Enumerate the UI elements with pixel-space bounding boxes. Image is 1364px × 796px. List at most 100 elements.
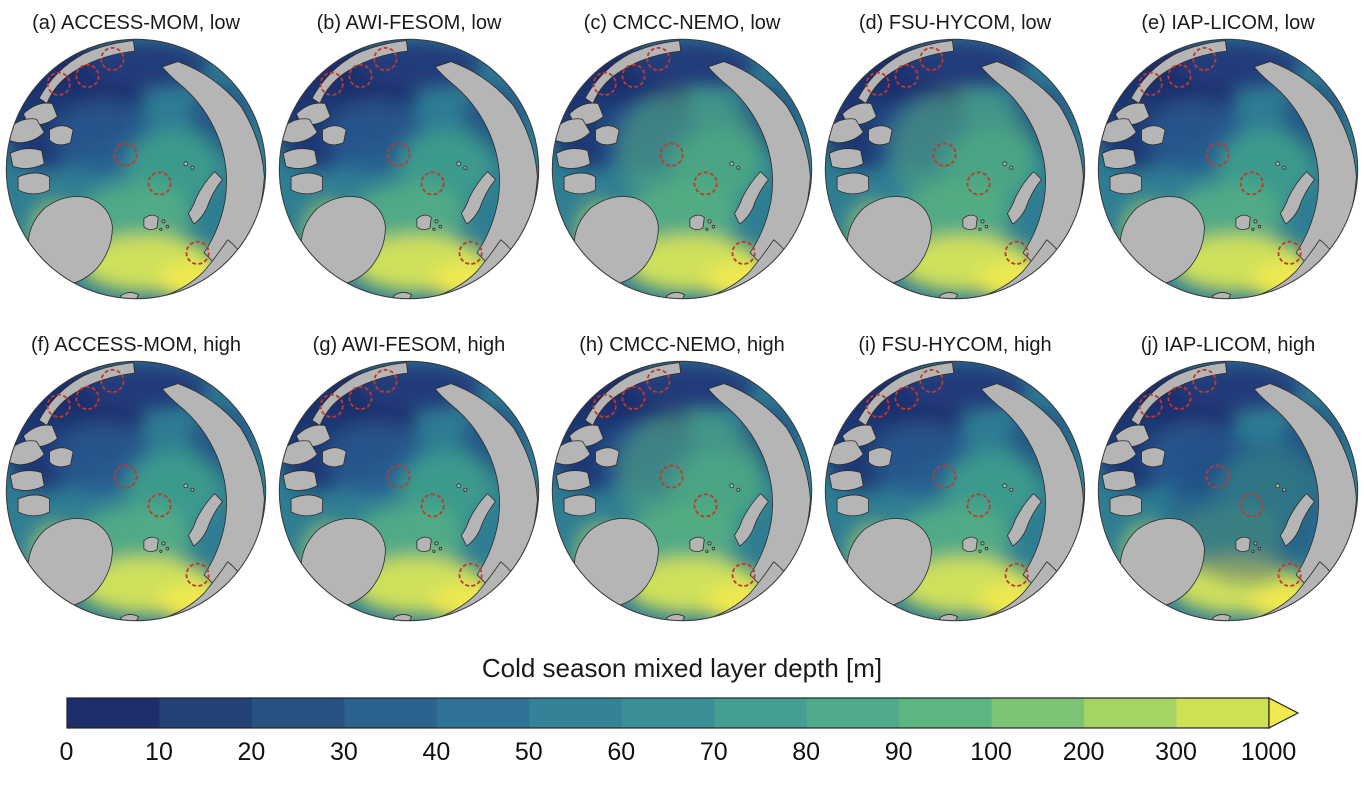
site-marker [1239, 171, 1264, 196]
colorbar-segment [713, 698, 807, 728]
site-marker [348, 63, 373, 89]
site-marker [919, 368, 944, 394]
colorbar-tick-labels: 0 10 20 30 40 50 60 70 80 90 100 200 300 1000 [60, 738, 1299, 770]
polar-map [1097, 38, 1359, 300]
site-markers [319, 46, 483, 265]
panel-title: (i) FSU-HYCOM, high [858, 334, 1052, 356]
map-panel: (j) IAP-LICOM, high [1092, 326, 1364, 622]
panel-title: (d) FSU-HYCOM, low [858, 12, 1052, 34]
site-markers [46, 368, 210, 587]
site-marker [100, 368, 125, 394]
map-panel: (i) FSU-HYCOM, high [819, 326, 1091, 622]
site-marker [592, 71, 617, 96]
site-marker [919, 46, 944, 72]
site-marker [1239, 493, 1264, 518]
colorbar-tick-label: 0 [59, 738, 74, 766]
site-markers [1138, 46, 1302, 265]
colorbar-tick-label: 200 [1062, 738, 1105, 766]
site-marker [1004, 562, 1029, 587]
map-boundary [5, 360, 267, 622]
site-marker [659, 464, 684, 489]
site-marker [693, 171, 718, 196]
map-boundary [5, 38, 267, 300]
colorbar-tick-label: 90 [884, 738, 913, 766]
figure-page: (a) ACCESS-MOM, low (b) AWI-FESOM, low (… [0, 4, 1364, 770]
map-panel: (e) IAP-LICOM, low [1092, 4, 1364, 300]
polar-map [824, 360, 1086, 622]
site-marker [386, 464, 411, 489]
site-marker [185, 562, 210, 587]
map-panel: (h) CMCC-NEMO, high [546, 326, 818, 622]
site-marker [113, 464, 138, 489]
site-marker [420, 171, 445, 196]
colorbar-tick-label: 10 [145, 738, 173, 766]
colorbar-tick-label: 20 [237, 738, 266, 766]
site-marker [865, 71, 890, 96]
map-boundary [824, 38, 1086, 300]
site-marker [1192, 46, 1217, 72]
site-marker [1167, 385, 1192, 411]
colorbar-segment [806, 698, 900, 728]
site-marker [1205, 142, 1230, 167]
polar-map [551, 38, 813, 300]
map-boundary [551, 360, 813, 622]
site-marker [386, 142, 411, 167]
site-markers [865, 46, 1029, 265]
ocean-tint-overlay [616, 86, 761, 213]
site-marker [458, 562, 483, 587]
polar-map [278, 38, 540, 300]
map-panel: (c) CMCC-NEMO, low [546, 4, 818, 300]
colorbar-tick-label: 70 [699, 738, 728, 766]
site-marker [348, 385, 373, 411]
colorbar-tick-label: 300 [1155, 738, 1197, 766]
site-markers [1138, 368, 1302, 587]
site-marker [621, 385, 646, 411]
colorbar-tick-label: 1000 [1240, 738, 1297, 766]
site-marker [659, 142, 684, 167]
colorbar-title: Cold season mixed layer depth [m] [481, 653, 883, 683]
panel-title: (g) AWI-FESOM, high [312, 334, 506, 356]
site-marker [932, 142, 957, 167]
colorbar-tick-label: 40 [422, 738, 451, 766]
panel-row-high: (f) ACCESS-MOM, high (g) AWI-FESOM, high… [0, 326, 1364, 622]
site-marker [185, 240, 210, 265]
site-markers [592, 368, 756, 587]
colorbar [65, 696, 1299, 730]
colorbar-tick-label: 80 [792, 738, 821, 766]
ocean-tint-overlay [1169, 438, 1327, 583]
site-marker [1138, 393, 1163, 418]
colorbar-extend-arrow [1267, 697, 1299, 729]
polar-map [5, 360, 267, 622]
site-marker [75, 385, 100, 411]
panel-title: (e) IAP-LICOM, low [1141, 12, 1315, 34]
site-marker [373, 46, 398, 72]
site-marker [319, 393, 344, 418]
colorbar-segment [66, 698, 160, 728]
site-marker [966, 493, 991, 518]
colorbar-segment [991, 698, 1085, 728]
panel-row-low: (a) ACCESS-MOM, low (b) AWI-FESOM, low (… [0, 4, 1364, 300]
site-marker [420, 493, 445, 518]
ocean-tint-overlay [889, 86, 1034, 213]
site-marker [1167, 63, 1192, 89]
site-marker [592, 393, 617, 418]
map-panel: (a) ACCESS-MOM, low [0, 4, 272, 300]
site-markers [319, 368, 483, 587]
colorbar-tick-label: 60 [607, 738, 636, 766]
site-marker [1277, 240, 1302, 265]
map-panel: (b) AWI-FESOM, low [273, 4, 545, 300]
site-markers [592, 46, 756, 265]
colorbar-block: Cold season mixed layer depth [m] 0 10 20 3… [60, 652, 1299, 770]
map-panel: (d) FSU-HYCOM, low [819, 4, 1091, 300]
map-boundary [824, 360, 1086, 622]
colorbar-tick-label: 100 [970, 738, 1012, 766]
site-marker [147, 171, 172, 196]
map-boundary [278, 360, 540, 622]
map-boundary [1097, 360, 1359, 622]
site-marker [100, 46, 125, 72]
site-marker [1138, 71, 1163, 96]
polar-map [824, 38, 1086, 300]
site-markers [46, 46, 210, 265]
polar-map [278, 360, 540, 622]
colorbar-segment [528, 698, 622, 728]
